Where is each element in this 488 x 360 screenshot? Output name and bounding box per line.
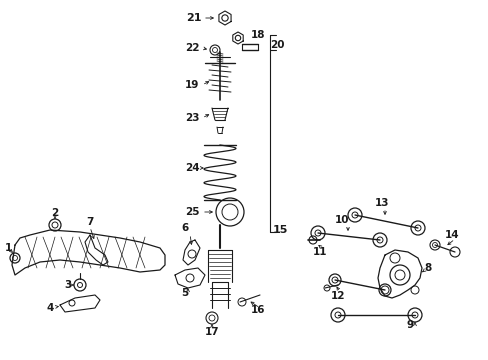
Text: 23: 23: [184, 113, 199, 123]
Text: 21: 21: [186, 13, 202, 23]
Text: 19: 19: [184, 80, 199, 90]
Text: 8: 8: [424, 263, 431, 273]
Text: 9: 9: [406, 320, 413, 330]
Text: 17: 17: [204, 327, 219, 337]
Text: 7: 7: [86, 217, 94, 227]
Text: 16: 16: [250, 305, 264, 315]
Text: 22: 22: [184, 43, 199, 53]
Text: 4: 4: [46, 303, 54, 313]
Text: 5: 5: [181, 288, 188, 298]
Text: 24: 24: [184, 163, 199, 173]
Text: 11: 11: [312, 247, 326, 257]
Text: 10: 10: [334, 215, 348, 225]
Text: 14: 14: [444, 230, 458, 240]
Text: 18: 18: [250, 30, 264, 40]
Text: 3: 3: [64, 280, 71, 290]
Text: 12: 12: [330, 291, 345, 301]
Text: 1: 1: [4, 243, 12, 253]
Text: 15: 15: [272, 225, 287, 235]
Text: 20: 20: [269, 40, 284, 50]
Text: 6: 6: [181, 223, 188, 233]
Text: 25: 25: [184, 207, 199, 217]
Text: 13: 13: [374, 198, 388, 208]
Text: 2: 2: [51, 208, 59, 218]
